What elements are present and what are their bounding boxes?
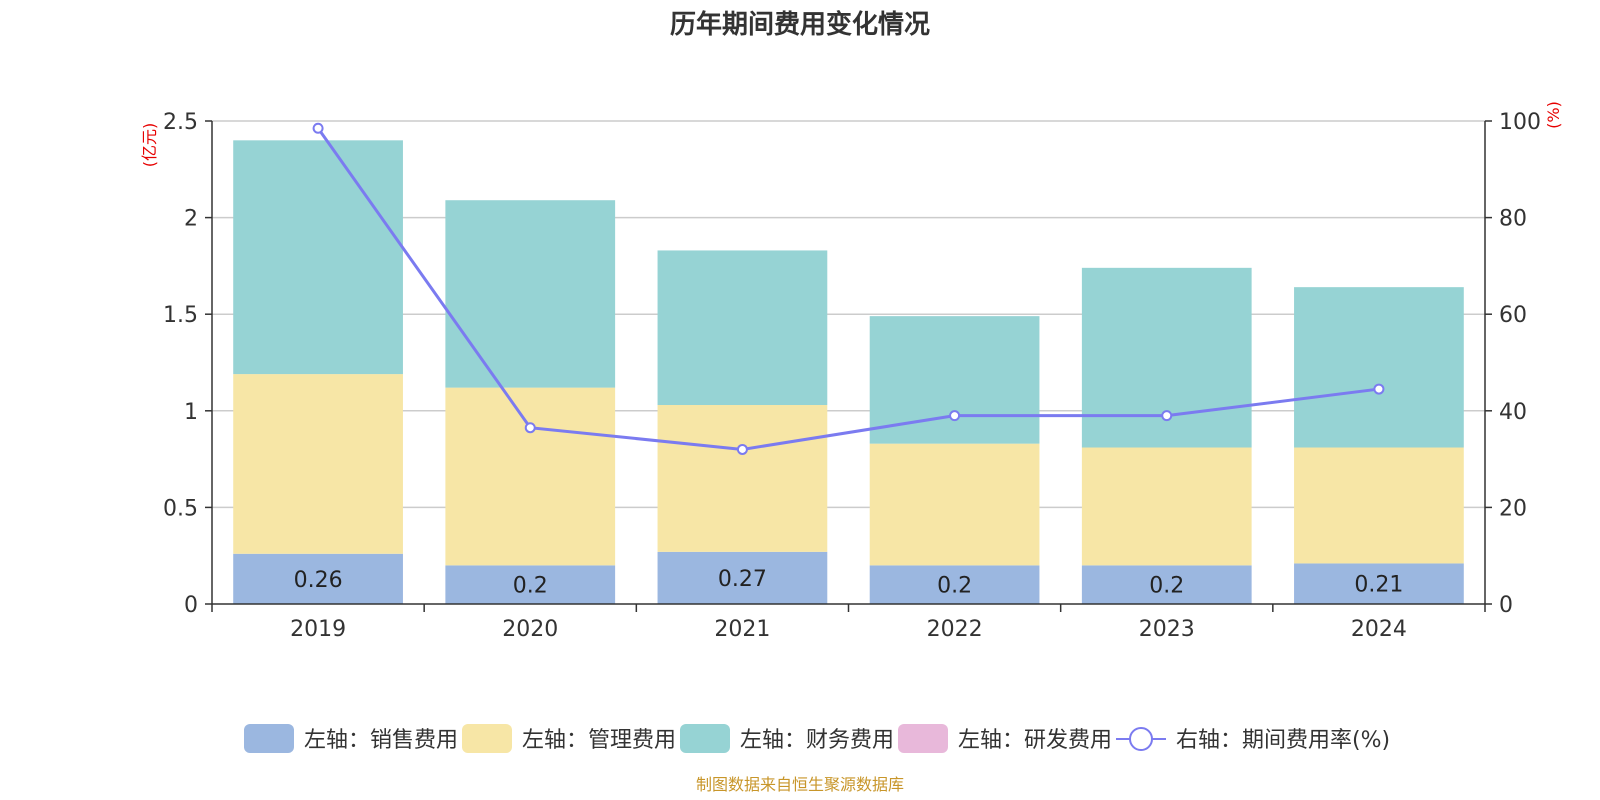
chart-title: 历年期间费用变化情况 [670,9,930,40]
legend-label: 左轴：财务费用 [740,728,894,753]
grid-lines [212,120,1485,509]
right-tick-label: 100 [1499,110,1541,135]
legend-label: 左轴：销售费用 [304,728,458,753]
right-tick-label: 0 [1499,593,1513,618]
x-tick-label: 2019 [290,617,346,642]
legend-label: 左轴：管理费用 [522,728,676,753]
rate-point [1373,383,1385,395]
bar-segment [657,405,828,552]
bar-segment [869,316,1040,444]
bars [233,140,1464,604]
legend-label: 右轴：期间费用率(%) [1176,728,1390,753]
bar-segment [445,200,616,388]
bar-value-label: 0.27 [718,567,767,592]
x-tick-label: 2024 [1351,617,1407,642]
rate-line [316,127,1380,451]
right-tick-label: 20 [1499,496,1527,521]
bar-segment [1081,565,1252,604]
left-tick-label: 0 [184,593,198,618]
bar-value-label: 0.2 [513,574,548,599]
rate-line-layer [312,122,1385,455]
left-tick-label: 2 [184,207,198,232]
legend-swatch [680,724,730,753]
rate-point [949,410,961,422]
bar-segment [1294,563,1464,604]
left-tick-label: 1.5 [163,303,198,328]
right-tick-label: 80 [1499,207,1527,232]
x-tick-label: 2021 [714,617,770,642]
left-tick-label: 1 [184,400,198,425]
bar-segment [869,565,1040,604]
legend-swatch [898,724,948,753]
legend: 左轴：销售费用 左轴：管理费用 左轴：财务费用 左轴：研发费用 右轴：期间费用率(%) [244,724,1390,753]
legend-swatch [244,724,294,753]
bar-segment [1294,287,1464,448]
legend-label: 左轴：研发费用 [958,728,1112,753]
rate-point [736,443,748,455]
rate-point [312,122,324,134]
bar-segment [233,374,403,554]
bar-segment [869,443,1040,566]
right-axis-unit: (%) [1544,101,1563,129]
bar-value-label: 0.26 [294,568,343,593]
legend-swatch [462,724,512,753]
rate-point [1161,410,1173,422]
bar-segment [657,250,828,406]
bar-value-label: 0.2 [937,574,972,599]
legend-circle-marker [1129,727,1153,751]
left-tick-label: 2.5 [163,110,198,135]
bar-value-label: 0.2 [1149,574,1184,599]
right-tick-label: 40 [1499,400,1527,425]
bar-segment [445,565,616,604]
bar-value-label: 0.21 [1354,573,1403,598]
right-tick-label: 60 [1499,303,1527,328]
bar-segment [445,387,616,566]
x-tick-label: 2023 [1139,617,1195,642]
left-tick-label: 0.5 [163,496,198,521]
bar-segment [657,551,828,604]
bar-segment [233,553,403,604]
x-tick-label: 2020 [502,617,558,642]
bar-segment [1081,447,1252,566]
rate-point [524,422,536,434]
bar-segment [1294,447,1464,564]
x-tick-label: 2022 [927,617,983,642]
data-source-footer: 制图数据来自恒生聚源数据库 [696,775,904,794]
left-axis-unit: (亿元) [140,123,159,168]
axes: 0 0.5 1 1.5 2 2.5 0 20 40 60 80 100 2019 2020 2021 2022… [163,110,1541,642]
bar-segment [233,140,403,375]
data-labels: 0.26 0.2 0.27 0.2 0.2 0.21 [294,567,1404,599]
